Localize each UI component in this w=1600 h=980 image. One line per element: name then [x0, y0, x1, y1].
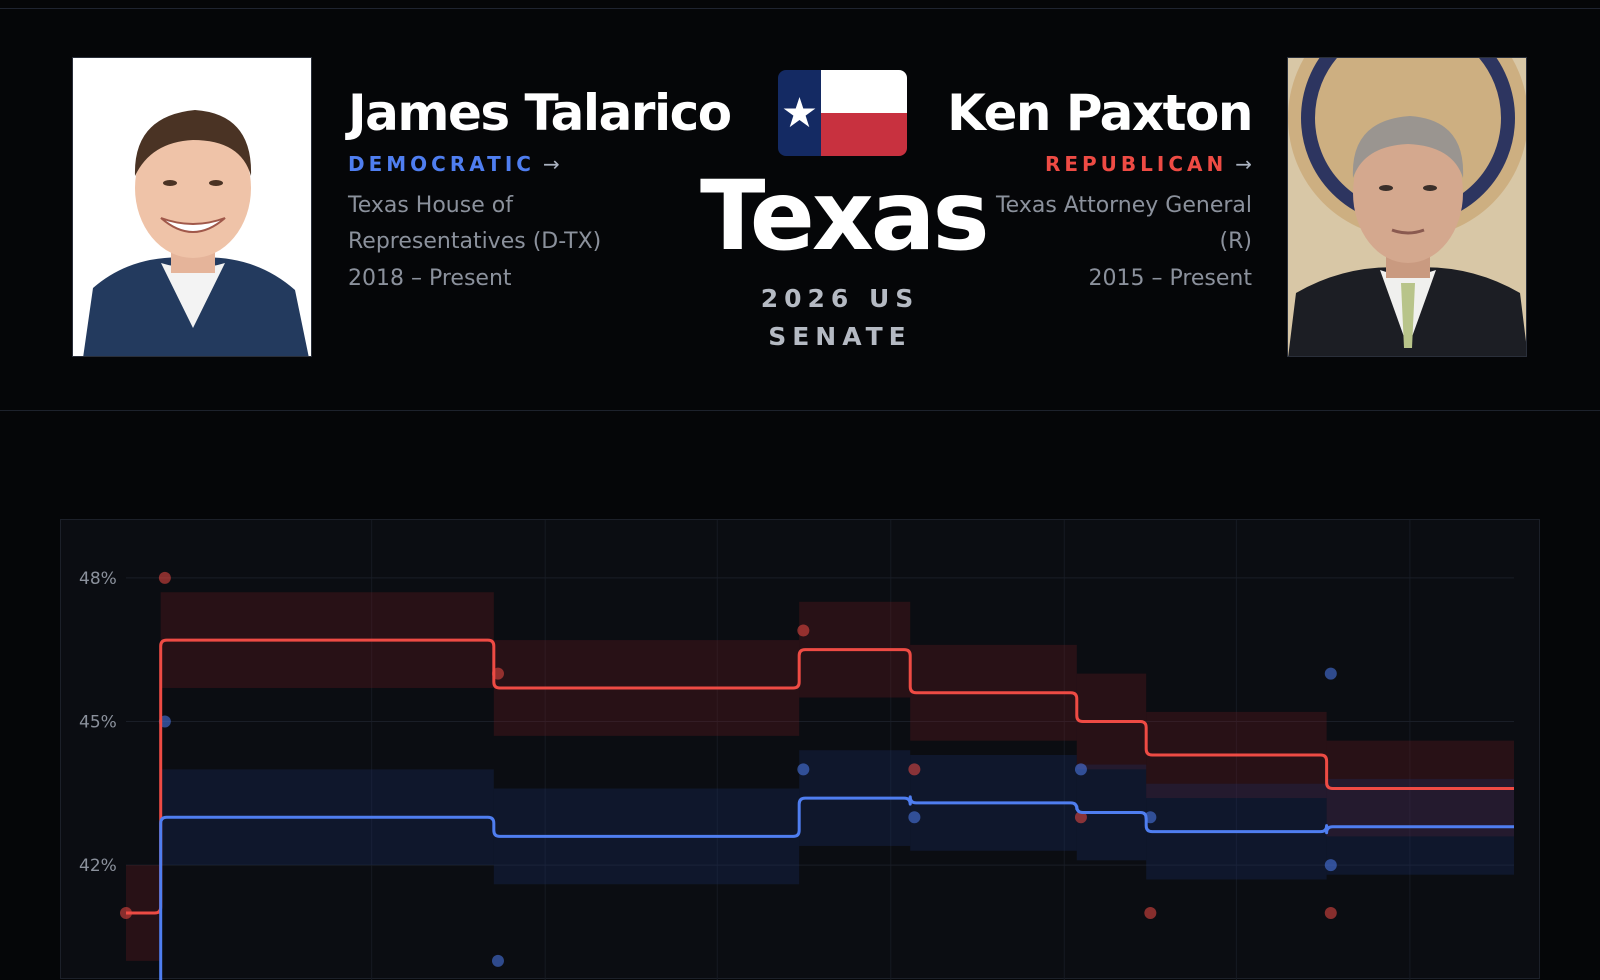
democrat-average-line	[159, 795, 1514, 980]
republican-candidate-name: Ken Paxton	[947, 84, 1253, 142]
section-divider	[0, 410, 1600, 411]
polling-chart-panel: 48% 45% 42%	[60, 519, 1540, 980]
y-tick-label: 42%	[79, 856, 117, 876]
race-label: 2026 US SENATE	[760, 284, 920, 351]
republican-candidate-photo	[1287, 57, 1527, 357]
arrow-right-icon: →	[1235, 152, 1252, 176]
democrat-party-link[interactable]: DEMOCRATIC →	[348, 152, 560, 176]
republican-poll-point	[158, 571, 171, 584]
republican-party-link[interactable]: REPUBLICAN →	[1045, 152, 1252, 176]
democrat-poll-point	[797, 763, 810, 776]
republican-average-line	[126, 638, 1514, 915]
republican-office: Texas Attorney General (R)	[995, 193, 1252, 254]
democrat-poll-point	[1324, 667, 1337, 680]
texas-flag-icon	[778, 70, 907, 156]
polling-chart: 48% 45% 42%	[79, 520, 1514, 980]
democrat-poll-point	[1074, 763, 1087, 776]
democrat-poll-point	[491, 954, 504, 967]
democrat-candidate-photo	[72, 57, 312, 357]
democrat-party-label: DEMOCRATIC	[348, 152, 535, 176]
democrat-poll-point	[908, 811, 921, 824]
republican-poll-point	[797, 624, 810, 637]
republican-poll-point	[1144, 906, 1157, 919]
democrat-tenure: 2018 – Present	[348, 266, 512, 291]
state-title: Texas	[700, 160, 990, 272]
republican-tenure: 2015 – Present	[1088, 266, 1252, 291]
democrat-poll-point	[1324, 859, 1337, 872]
y-tick-label: 45%	[79, 712, 117, 732]
y-tick-label: 48%	[79, 569, 117, 589]
republican-poll-point	[1074, 811, 1087, 824]
republican-poll-point	[1324, 906, 1337, 919]
republican-poll-point	[908, 763, 921, 776]
democrat-office: Texas House of Representatives (D-TX)	[348, 193, 602, 254]
arrow-right-icon: →	[542, 152, 560, 176]
republican-party-label: REPUBLICAN	[1044, 152, 1228, 176]
democrat-candidate-name: James Talarico	[348, 84, 732, 142]
top-divider	[0, 8, 1600, 9]
